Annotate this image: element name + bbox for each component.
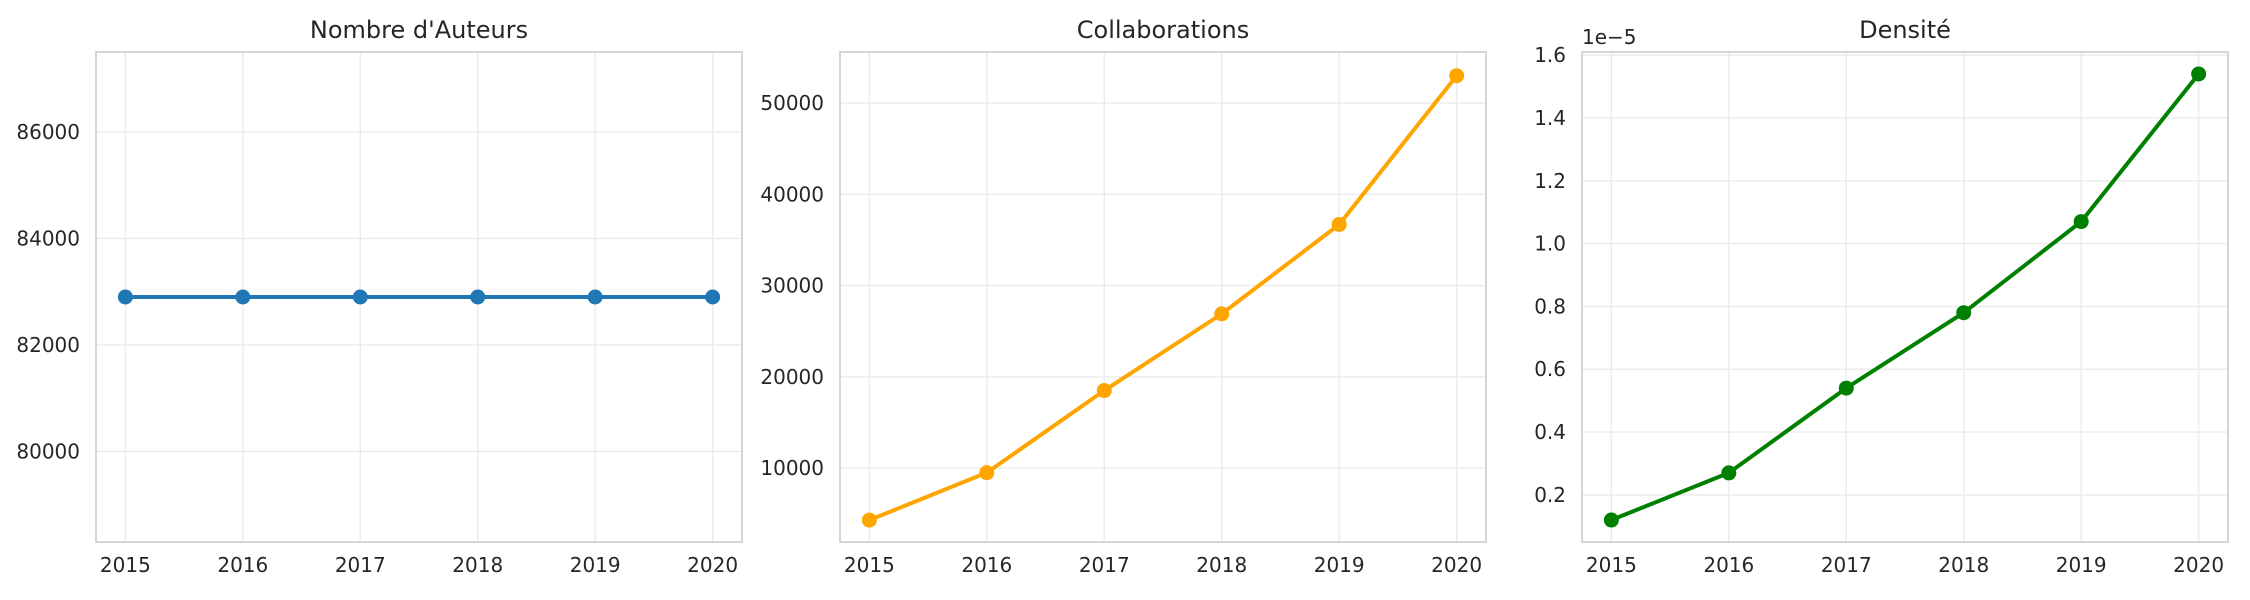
data-point bbox=[1603, 512, 1619, 528]
y-tick-label: 30000 bbox=[760, 274, 824, 298]
y-tick-label: 0.4 bbox=[1534, 420, 1566, 444]
data-point bbox=[2073, 214, 2089, 230]
data-point bbox=[587, 289, 603, 305]
data-point bbox=[2191, 66, 2207, 82]
y-tick-label: 40000 bbox=[760, 182, 824, 206]
data-point bbox=[979, 465, 995, 481]
data-point bbox=[1721, 465, 1737, 481]
y-tick-label: 1.6 bbox=[1534, 43, 1566, 67]
y-tick-label: 0.2 bbox=[1534, 483, 1566, 507]
y-tick-label: 50000 bbox=[760, 91, 824, 115]
chart-panel-authors: Nombre d'Auteurs 2015 2016 2017 2018 2019 2020… bbox=[16, 16, 743, 577]
y-offset-label: 1e−5 bbox=[1582, 25, 1637, 49]
data-point bbox=[1214, 306, 1230, 322]
data-point bbox=[235, 289, 251, 305]
x-tick-label: 2015 bbox=[844, 553, 895, 577]
data-point bbox=[352, 289, 368, 305]
y-tick-label: 1.2 bbox=[1534, 169, 1566, 193]
y-tick-label: 20000 bbox=[760, 365, 824, 389]
x-tick-label: 2017 bbox=[1079, 553, 1130, 577]
data-point bbox=[861, 512, 877, 528]
data-point bbox=[1331, 216, 1347, 232]
x-tick-label: 2019 bbox=[570, 553, 621, 577]
x-tick-label: 2016 bbox=[1703, 553, 1754, 577]
y-tick-label: 80000 bbox=[16, 439, 80, 463]
plot-area-frame bbox=[1581, 51, 2229, 543]
data-point bbox=[1838, 380, 1854, 396]
x-tick-label: 2015 bbox=[1586, 553, 1637, 577]
data-point bbox=[470, 289, 486, 305]
chart-panel-density: Densité 2015 2016 2017 2018 2019 2020 0.2 0.4 0.6… bbox=[1534, 16, 2229, 577]
y-tick-label: 1.0 bbox=[1534, 232, 1566, 256]
x-tick-label: 2020 bbox=[687, 553, 738, 577]
x-tick-label: 2019 bbox=[1314, 553, 1365, 577]
y-tick-label: 86000 bbox=[16, 120, 80, 144]
x-tick-label: 2015 bbox=[100, 553, 151, 577]
y-tick-label: 82000 bbox=[16, 333, 80, 357]
x-tick-label: 2018 bbox=[1196, 553, 1247, 577]
plot-area-frame bbox=[839, 51, 1487, 543]
data-point bbox=[1096, 383, 1112, 399]
x-tick-label: 2018 bbox=[1938, 553, 1989, 577]
y-tick-label: 1.4 bbox=[1534, 106, 1566, 130]
y-tick-label: 0.8 bbox=[1534, 294, 1566, 318]
x-tick-label: 2016 bbox=[961, 553, 1012, 577]
series-line bbox=[1609, 71, 2201, 523]
data-point bbox=[117, 289, 133, 305]
data-point bbox=[1449, 68, 1465, 84]
y-tick-label: 84000 bbox=[16, 226, 80, 250]
x-tick-label: 2017 bbox=[335, 553, 386, 577]
x-tick-label: 2020 bbox=[2173, 553, 2224, 577]
plot-area-frame bbox=[95, 51, 743, 543]
chart-title-authors: Nombre d'Auteurs bbox=[310, 16, 528, 44]
chart-panel-collaborations: Collaborations 2015 2016 2017 2018 2019 2020 10… bbox=[760, 16, 1487, 577]
y-tick-label: 0.6 bbox=[1534, 357, 1566, 381]
series-line bbox=[867, 73, 1459, 523]
x-tick-label: 2020 bbox=[1431, 553, 1482, 577]
data-point bbox=[1956, 305, 1972, 321]
x-tick-label: 2017 bbox=[1821, 553, 1872, 577]
data-point bbox=[705, 289, 721, 305]
chart-title-collaborations: Collaborations bbox=[1077, 16, 1249, 44]
x-tick-label: 2019 bbox=[2056, 553, 2107, 577]
x-tick-label: 2016 bbox=[217, 553, 268, 577]
y-tick-label: 10000 bbox=[760, 456, 824, 480]
chart-title-density: Densité bbox=[1859, 16, 1951, 44]
x-tick-label: 2018 bbox=[452, 553, 503, 577]
